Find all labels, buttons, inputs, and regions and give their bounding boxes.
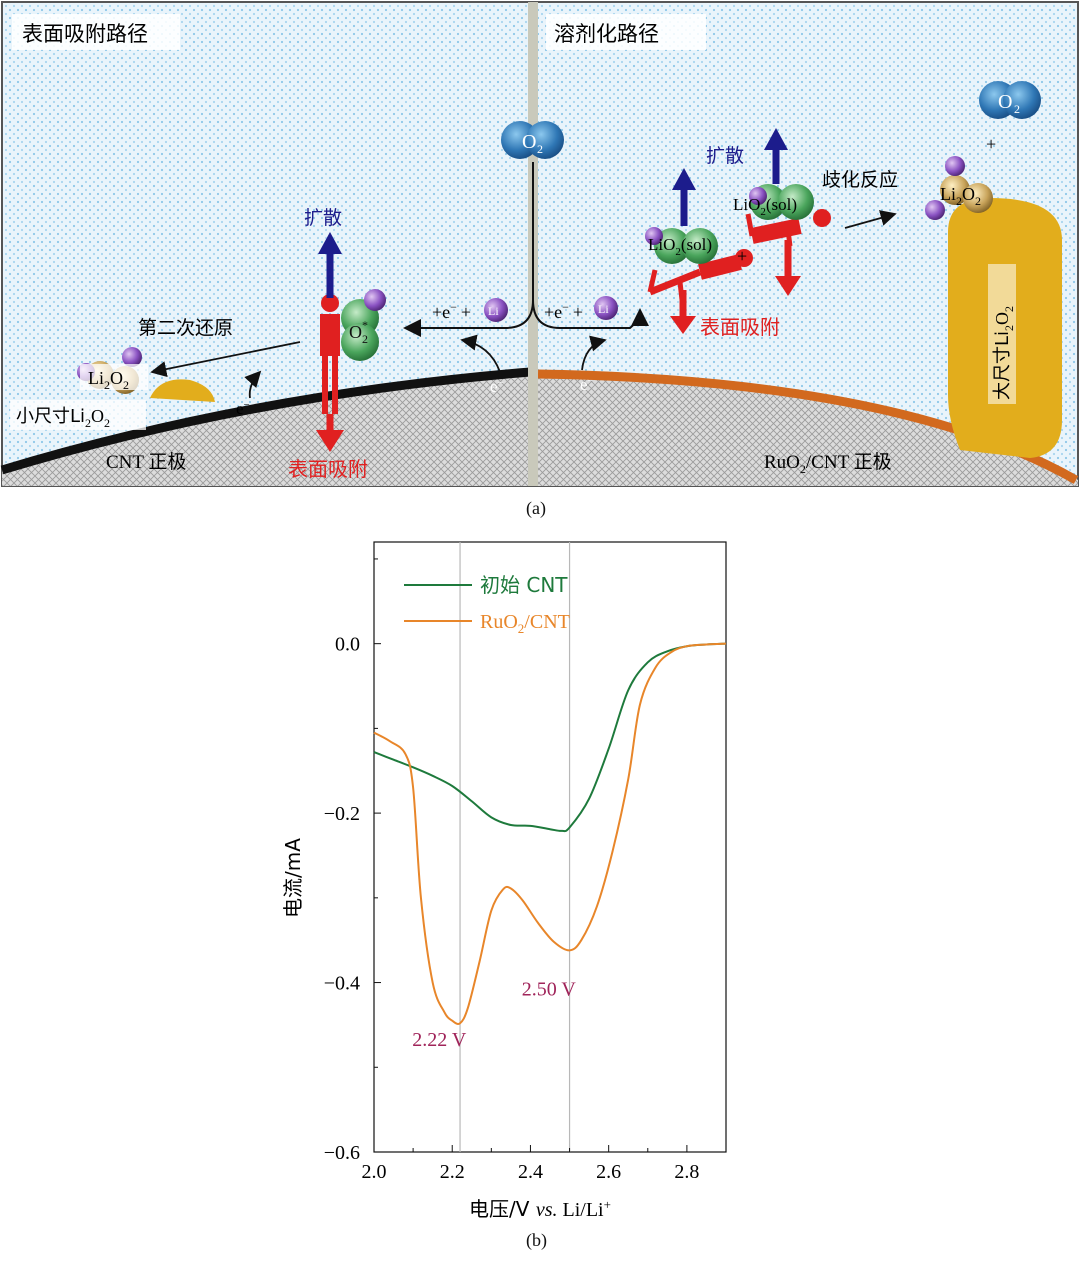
x-axis-label: 电压/V vs. Li/Li+ [469,1197,611,1222]
li-ion-left: Li [484,298,508,322]
reference-lines [459,542,571,1152]
ticks-layer: 2.0 2.2 2.4 2.6 2.8 0.0 −0.2 −0.4 −0.6 [324,558,699,1183]
svg-text:e−: e− [490,377,504,396]
li2o2-cluster-right: Li2O2 [925,156,993,220]
series-line-0 [373,642,727,833]
svg-text:e−: e− [580,375,594,394]
plot-frame [373,541,727,1153]
caption-a: (a) [526,498,546,518]
svg-text:e−: e− [236,399,250,418]
legend-label-cnt: 初始 CNT [480,573,568,597]
cv-chart: 2.0 2.2 2.4 2.6 2.8 0.0 −0.2 −0.4 −0.6 初始 CNT Ru… [281,541,727,1222]
o2-molecule-right: O 2 [979,81,1041,119]
svg-text:LiO2(sol): LiO2(sol) [648,235,712,258]
svg-text:O: O [998,91,1012,113]
large-li2o2-label: 大尺寸Li2O2 [988,264,1016,404]
svg-text:Li: Li [598,302,609,316]
svg-text:2: 2 [537,142,543,156]
reaction-pathway-schematic: 表面吸附路径 溶剂化路径 O 2 +e− + Li +e− + Li e− e− e… [0,1,1079,487]
lio2-sol-figure-1: LiO2(sol) [645,168,753,334]
svg-text:Li2O2: Li2O2 [940,184,981,208]
svg-text:LiO2(sol): LiO2(sol) [733,195,797,218]
adsorbed-figure-left [320,294,340,414]
y-tick-label-1: −0.2 [324,803,360,825]
annotation-peak-2-22: 2.22 V [412,1029,467,1051]
svg-text:Li: Li [488,304,499,318]
svg-text:O2*: O2* [349,318,368,346]
plus-sign-right: + [986,134,996,154]
o2-star-molecule: O2* [341,289,386,361]
right-electron-li-label: +e− + [544,300,583,322]
lio2-sol-figure-2: LiO2(sol) [733,128,831,296]
surface-adsorb-label-right: 表面吸附 [700,315,780,339]
plot-area [373,541,727,1153]
x-tick-label-3: 2.6 [596,1161,621,1183]
cnt-electrode-label: CNT 正极 [106,451,186,473]
diffuse-label-left: 扩散 [304,207,342,229]
li-ion-right: Li [594,296,618,320]
small-li2o2-label: 小尺寸Li2O2 [16,406,110,430]
x-tick-label-1: 2.2 [440,1161,465,1183]
y-tick-label-2: −0.4 [324,973,360,995]
x-tick-label-4: 2.8 [674,1161,699,1183]
li2o2-label-left: Li2O2 [88,368,129,392]
svg-text:2: 2 [1014,102,1020,116]
second-reduction-label: 第二次还原 [138,317,233,339]
svg-text:O: O [522,131,536,153]
diffuse-label-right: 扩散 [706,145,744,167]
y-tick-label-0: 0.0 [335,634,360,656]
x-tick-label-0: 2.0 [362,1161,387,1183]
x-tick-label-2: 2.4 [518,1161,543,1183]
surface-adsorb-label-left: 表面吸附 [288,457,368,481]
series-layer [373,642,727,1025]
y-tick-label-3: −0.6 [324,1142,360,1164]
plus-sign-mid: + [737,246,747,266]
left-electron-li-label: +e− + [432,300,471,322]
legend-label-ruo2: RuO2/CNT [480,611,570,636]
annotation-peak-2-50: 2.50 V [522,978,577,1000]
left-pathway-title: 表面吸附路径 [22,22,148,46]
ruo2-electrode-label: RuO2/CNT 正极 [764,451,892,476]
legend: 初始 CNT RuO2/CNT [404,573,570,636]
disproportionation-label: 歧化反应 [822,169,898,191]
o2-molecule-center: O 2 [501,121,564,159]
y-axis-label: 电流/mA [281,838,305,918]
right-pathway-title: 溶剂化路径 [554,22,659,46]
caption-b: (b) [526,1230,547,1250]
svg-text:大尺寸Li2O2: 大尺寸Li2O2 [992,306,1016,400]
series-line-1 [373,642,727,1025]
